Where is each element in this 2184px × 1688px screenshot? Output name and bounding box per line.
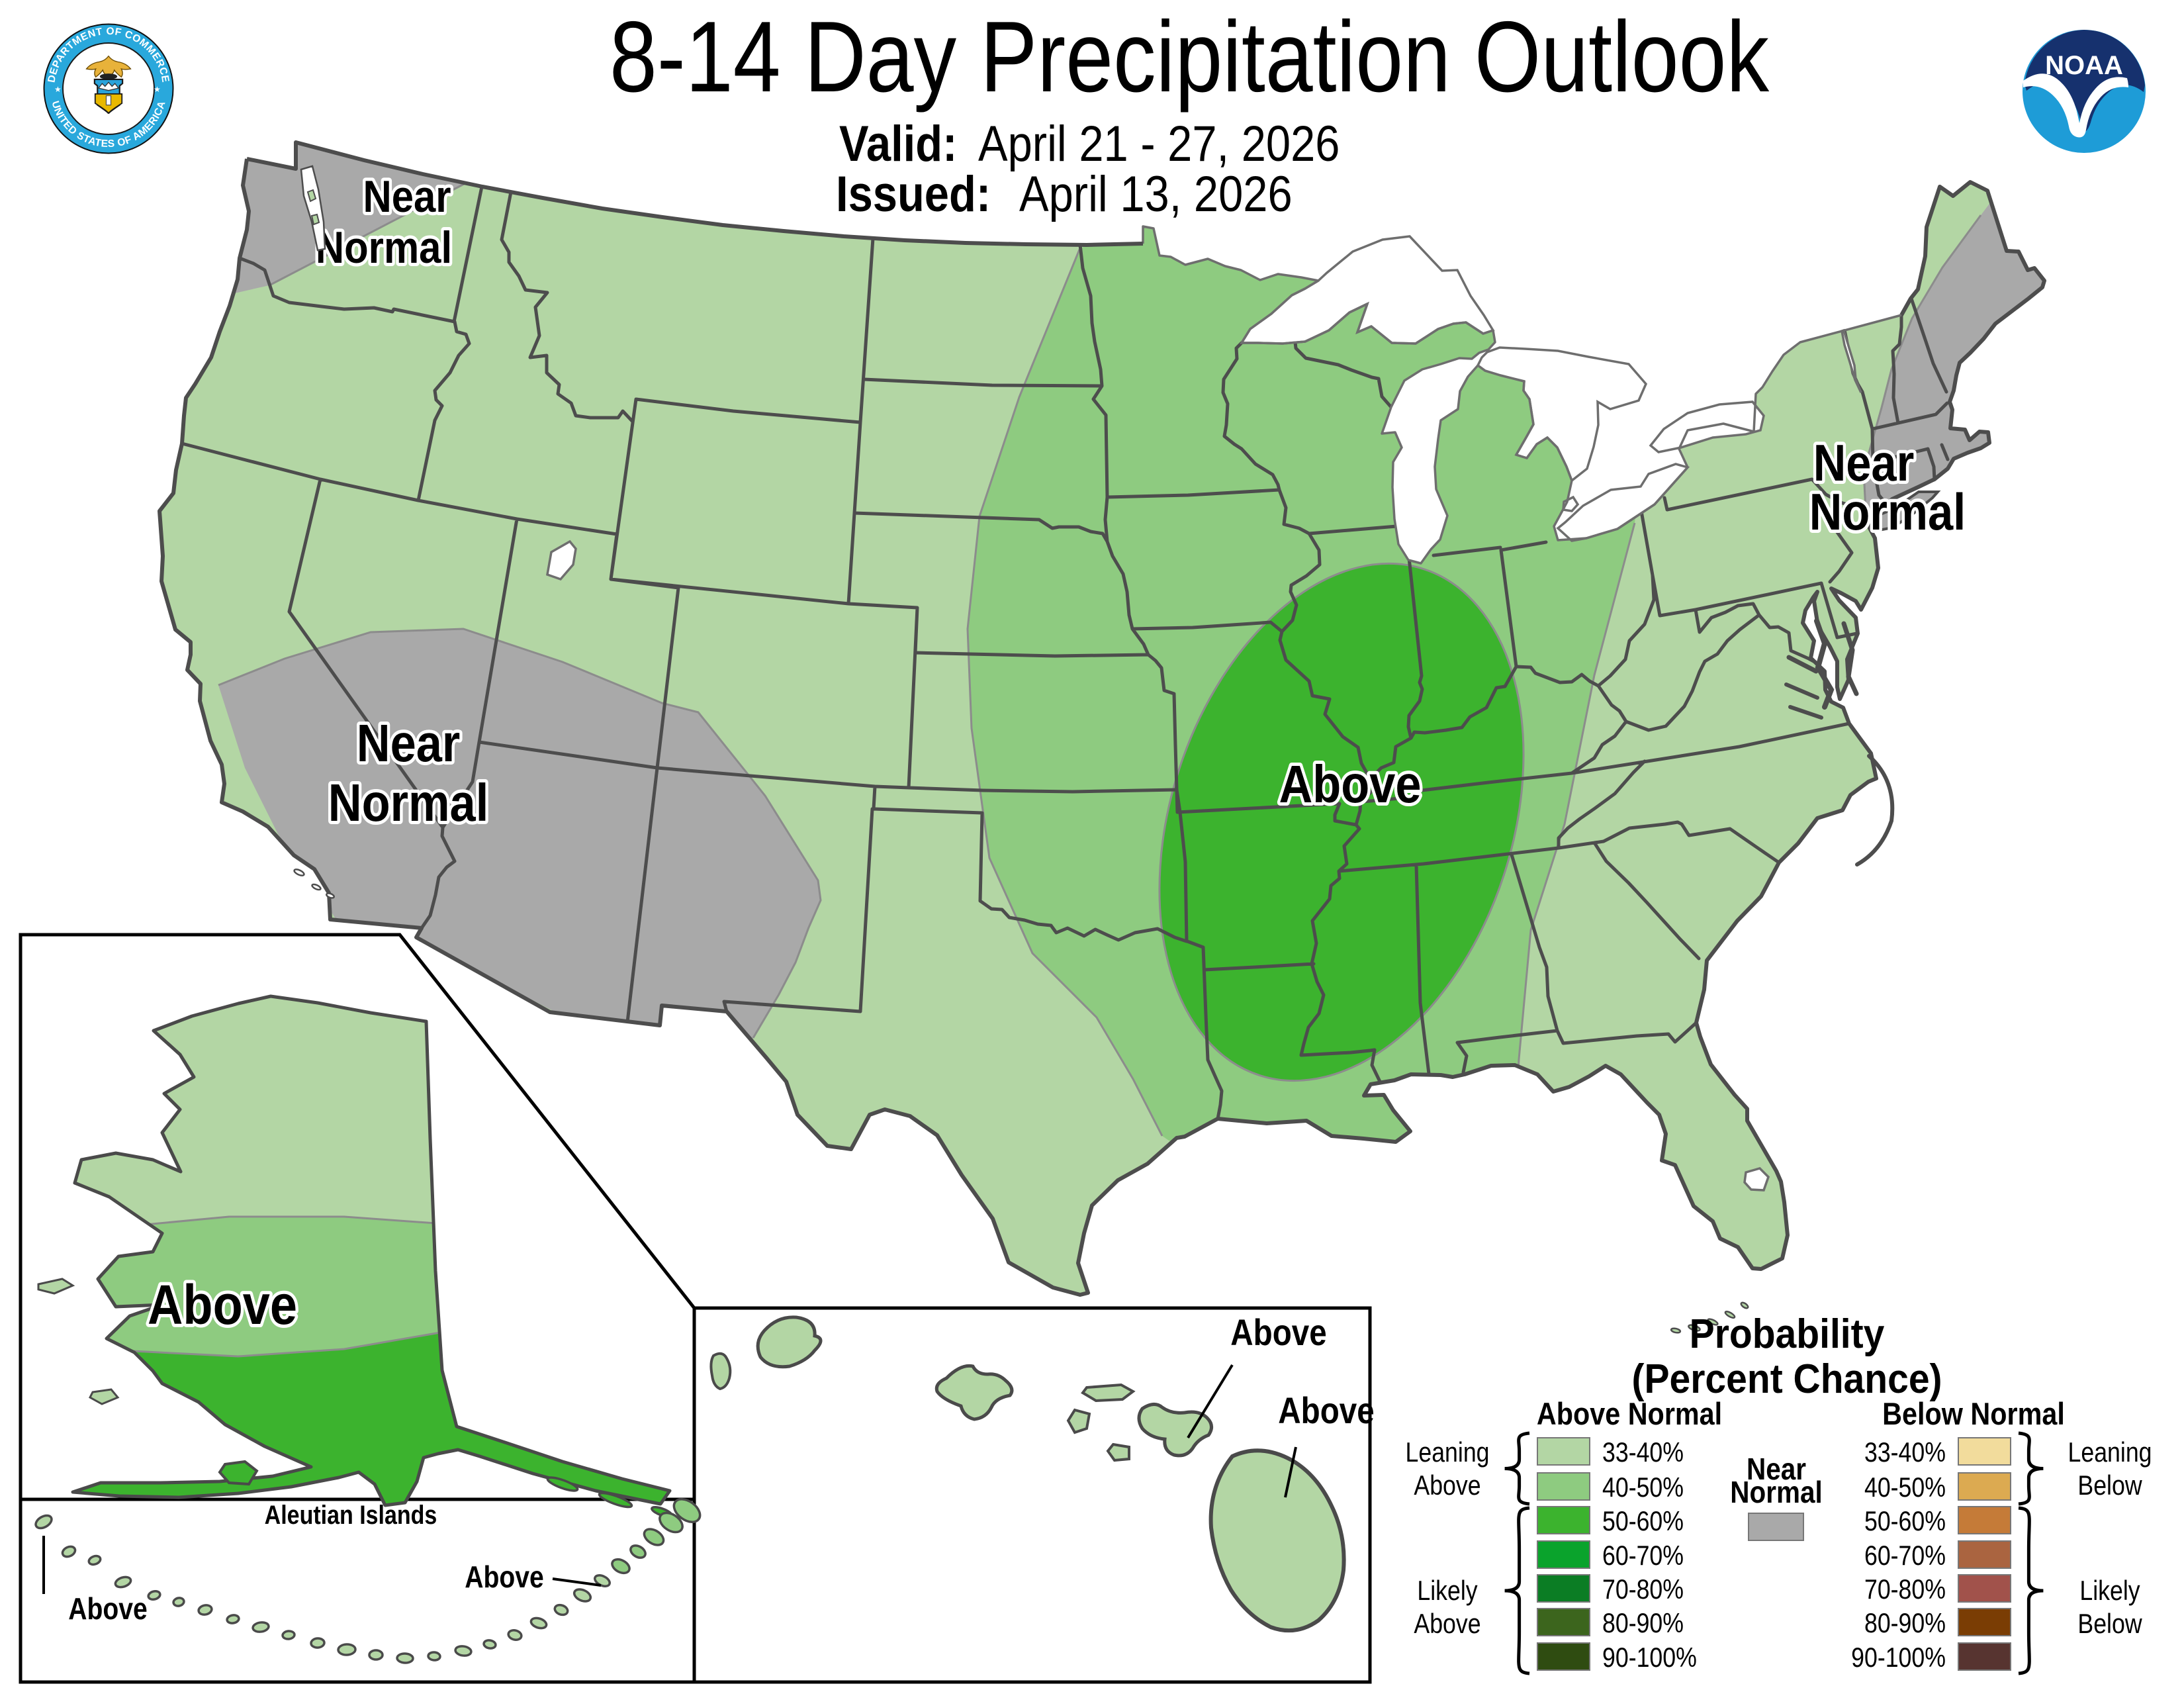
svg-text:70-80%: 70-80% [1864, 1574, 1946, 1605]
svg-text:Above: Above [1279, 755, 1421, 814]
svg-text:★: ★ [154, 85, 161, 94]
svg-text:Above: Above [465, 1560, 543, 1595]
svg-text:Above: Above [1278, 1390, 1374, 1431]
svg-text:Below: Below [2077, 1470, 2142, 1501]
svg-text:Probability: Probability [1690, 1311, 1885, 1357]
svg-text:April 21 - 27, 2026: April 21 - 27, 2026 [978, 116, 1340, 172]
svg-text:NOAA: NOAA [2045, 51, 2123, 80]
svg-text:(Percent Chance): (Percent Chance) [1631, 1356, 1942, 1402]
svg-text:Near: Near [1813, 434, 1915, 492]
svg-text:Above Normal: Above Normal [1537, 1397, 1722, 1432]
svg-text:Above: Above [68, 1592, 147, 1626]
svg-text:Issued:: Issued: [836, 166, 991, 222]
svg-text:8-14 Day Precipitation Outlook: 8-14 Day Precipitation Outlook [610, 0, 1770, 113]
svg-text:Above: Above [1414, 1609, 1480, 1639]
svg-text:Normal: Normal [1730, 1476, 1822, 1510]
svg-text:70-80%: 70-80% [1602, 1574, 1684, 1605]
svg-text:Near: Near [363, 171, 451, 221]
svg-text:50-60%: 50-60% [1864, 1506, 1946, 1536]
svg-text:Leaning: Leaning [2068, 1437, 2152, 1468]
svg-text:April 13, 2026: April 13, 2026 [1019, 166, 1293, 222]
svg-text:60-70%: 60-70% [1602, 1540, 1684, 1571]
svg-text:Likely: Likely [2079, 1575, 2140, 1606]
svg-text:★: ★ [54, 85, 62, 94]
svg-text:Above: Above [1230, 1312, 1326, 1353]
svg-text:Above: Above [1414, 1470, 1480, 1501]
svg-text:Likely: Likely [1417, 1575, 1478, 1606]
svg-text:80-90%: 80-90% [1864, 1608, 1946, 1638]
svg-text:50-60%: 50-60% [1602, 1506, 1684, 1536]
svg-text:Normal: Normal [328, 773, 489, 832]
svg-text:90-100%: 90-100% [1602, 1642, 1697, 1673]
svg-text:60-70%: 60-70% [1864, 1540, 1946, 1571]
svg-text:Below Normal: Below Normal [1882, 1397, 2065, 1432]
svg-text:Aleutian Islands: Aleutian Islands [265, 1499, 437, 1529]
svg-text:40-50%: 40-50% [1864, 1472, 1946, 1503]
svg-text:80-90%: 80-90% [1602, 1608, 1684, 1638]
svg-text:Leaning: Leaning [1405, 1437, 1489, 1468]
svg-text:40-50%: 40-50% [1602, 1472, 1684, 1503]
svg-text:Normal: Normal [316, 222, 452, 272]
svg-text:Near: Near [357, 714, 461, 773]
svg-text:Below: Below [2077, 1609, 2142, 1639]
svg-text:90-100%: 90-100% [1851, 1642, 1946, 1673]
svg-text:Valid:: Valid: [839, 116, 957, 172]
svg-text:33-40%: 33-40% [1864, 1437, 1946, 1468]
svg-text:Above: Above [148, 1274, 297, 1336]
svg-text:Near: Near [1747, 1453, 1806, 1487]
svg-text:33-40%: 33-40% [1602, 1437, 1684, 1468]
svg-text:Normal: Normal [1809, 483, 1966, 541]
